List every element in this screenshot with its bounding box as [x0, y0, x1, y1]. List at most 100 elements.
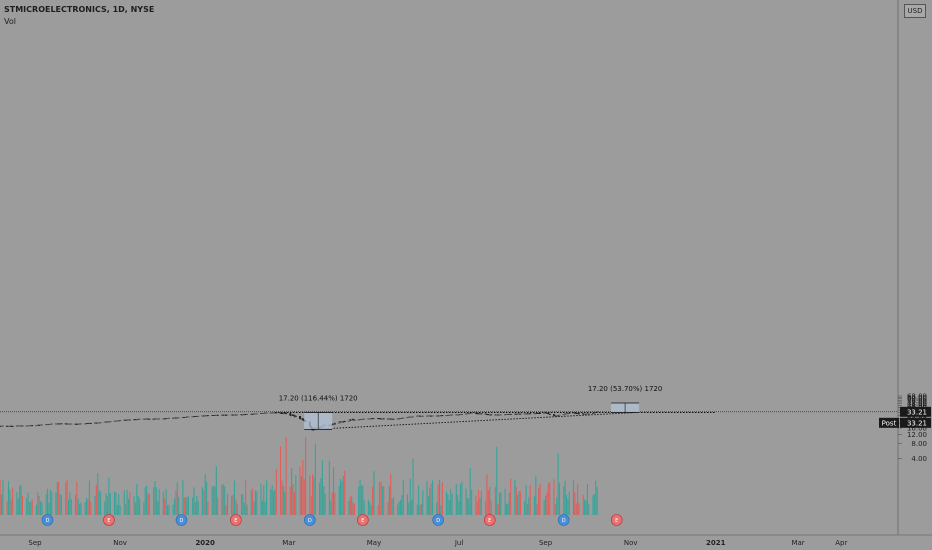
volume-bar	[108, 477, 110, 515]
earnings-icon[interactable]	[610, 514, 623, 526]
volume-bar	[45, 493, 47, 515]
volume-bar	[369, 501, 371, 515]
candle-body	[558, 414, 561, 416]
volume-label[interactable]: Vol	[4, 17, 16, 26]
volume-bar	[418, 485, 420, 515]
currency-badge[interactable]: USD	[904, 4, 926, 18]
candle-body	[539, 413, 541, 414]
volume-bar	[197, 500, 199, 515]
volume-bar	[139, 498, 141, 515]
volume-bar	[358, 486, 360, 515]
volume-bar	[519, 491, 522, 515]
candle-body	[265, 412, 268, 414]
volume-bar	[65, 482, 67, 515]
volume-bar	[143, 502, 145, 515]
event-letter: E	[615, 518, 618, 524]
volume-bar	[164, 498, 166, 515]
support-trendline[interactable]	[312, 412, 637, 430]
dividend-icon[interactable]	[175, 514, 188, 526]
event-letter: D	[436, 518, 440, 524]
volume-bar	[496, 446, 498, 515]
candle-body	[568, 413, 571, 414]
volume-bar	[536, 504, 538, 515]
volume-bar	[490, 500, 492, 515]
volume-bar	[331, 492, 333, 515]
candle-body	[1, 425, 4, 427]
volume-bar	[339, 478, 342, 515]
volume-bar	[299, 466, 301, 515]
symbol-title[interactable]: STMICROELECTRONICS, 1D, NYSE	[4, 5, 155, 14]
volume-bar	[66, 479, 68, 515]
volume-bar	[553, 479, 555, 515]
price-tags: 33.21 Post 33.21	[879, 406, 931, 428]
volume-bar	[370, 505, 372, 515]
measure-label[interactable]: 17.20 (53.70%) 1720	[588, 385, 662, 393]
volume-bar	[476, 501, 478, 515]
volume-bar	[67, 500, 70, 515]
earnings-icon[interactable]	[230, 514, 242, 526]
dividend-icon[interactable]	[432, 514, 444, 526]
volume-bar	[77, 498, 79, 515]
volume-bar	[155, 487, 157, 515]
volume-bar	[312, 474, 314, 515]
candle-body	[41, 424, 43, 426]
volume-bar	[412, 458, 414, 515]
post-price-tag: Post 33.21	[879, 417, 931, 428]
volume-bar	[98, 490, 100, 515]
volume-bar	[193, 487, 195, 515]
volume-bar	[380, 481, 382, 515]
volume-bar	[158, 488, 160, 515]
candle-body	[547, 413, 550, 415]
volume-bar	[282, 485, 284, 515]
volume-bar	[275, 468, 277, 515]
volume-bar	[383, 486, 385, 515]
volume-bar	[90, 501, 92, 515]
dividend-icon[interactable]	[304, 514, 316, 526]
volume-bar	[6, 501, 8, 515]
volume-bar	[568, 491, 570, 515]
volume-bar	[341, 481, 343, 515]
time-axis[interactable]: Sep Nov 2020 Mar May Jul Sep Nov 2021 Mar Apr	[28, 539, 847, 547]
candle-body	[207, 415, 209, 417]
drawings[interactable]: 17.20 (116.44%) 1720 17.20 (53.70%) 1720	[0, 385, 898, 430]
volume-bar	[515, 487, 517, 515]
volume-bar	[185, 497, 187, 515]
price-tick-label: 16.00	[907, 424, 927, 432]
volume-bar	[95, 484, 97, 515]
dividend-icon[interactable]	[557, 514, 570, 526]
volume-bar	[416, 504, 418, 515]
volume-bar	[437, 484, 439, 515]
volume-bar	[574, 492, 576, 515]
volume-bar	[398, 501, 400, 515]
volume-bar	[457, 495, 459, 515]
earnings-icon[interactable]	[357, 514, 369, 526]
earnings-icon[interactable]	[483, 514, 496, 526]
volume-bar	[388, 485, 390, 515]
candle-body	[216, 414, 219, 416]
earnings-icon[interactable]	[103, 514, 115, 526]
volume-bar	[539, 483, 541, 515]
measure-label[interactable]: 17.20 (116.44%) 1720	[279, 395, 358, 403]
volume-bar	[359, 480, 361, 515]
candle-body	[197, 415, 200, 417]
volume-bar	[204, 474, 206, 515]
volume-bar	[448, 500, 450, 515]
volume-bar	[266, 480, 268, 515]
volume-bar	[201, 487, 203, 515]
volume-bar	[70, 499, 72, 515]
volume-bar	[480, 490, 482, 515]
post-label-bg	[879, 417, 899, 428]
volume-bar	[58, 481, 60, 515]
dividend-icon[interactable]	[41, 514, 54, 526]
candle-body	[552, 414, 555, 416]
volume-bar	[236, 503, 238, 515]
volume-bar	[427, 496, 429, 515]
volume-bar	[478, 490, 480, 515]
volume-bar	[558, 482, 561, 515]
candle-body	[138, 418, 141, 420]
volume-bar	[592, 495, 594, 515]
price-tick-label: 44.00	[907, 402, 927, 410]
volume-bar	[194, 502, 196, 515]
volume-bar	[505, 503, 508, 515]
